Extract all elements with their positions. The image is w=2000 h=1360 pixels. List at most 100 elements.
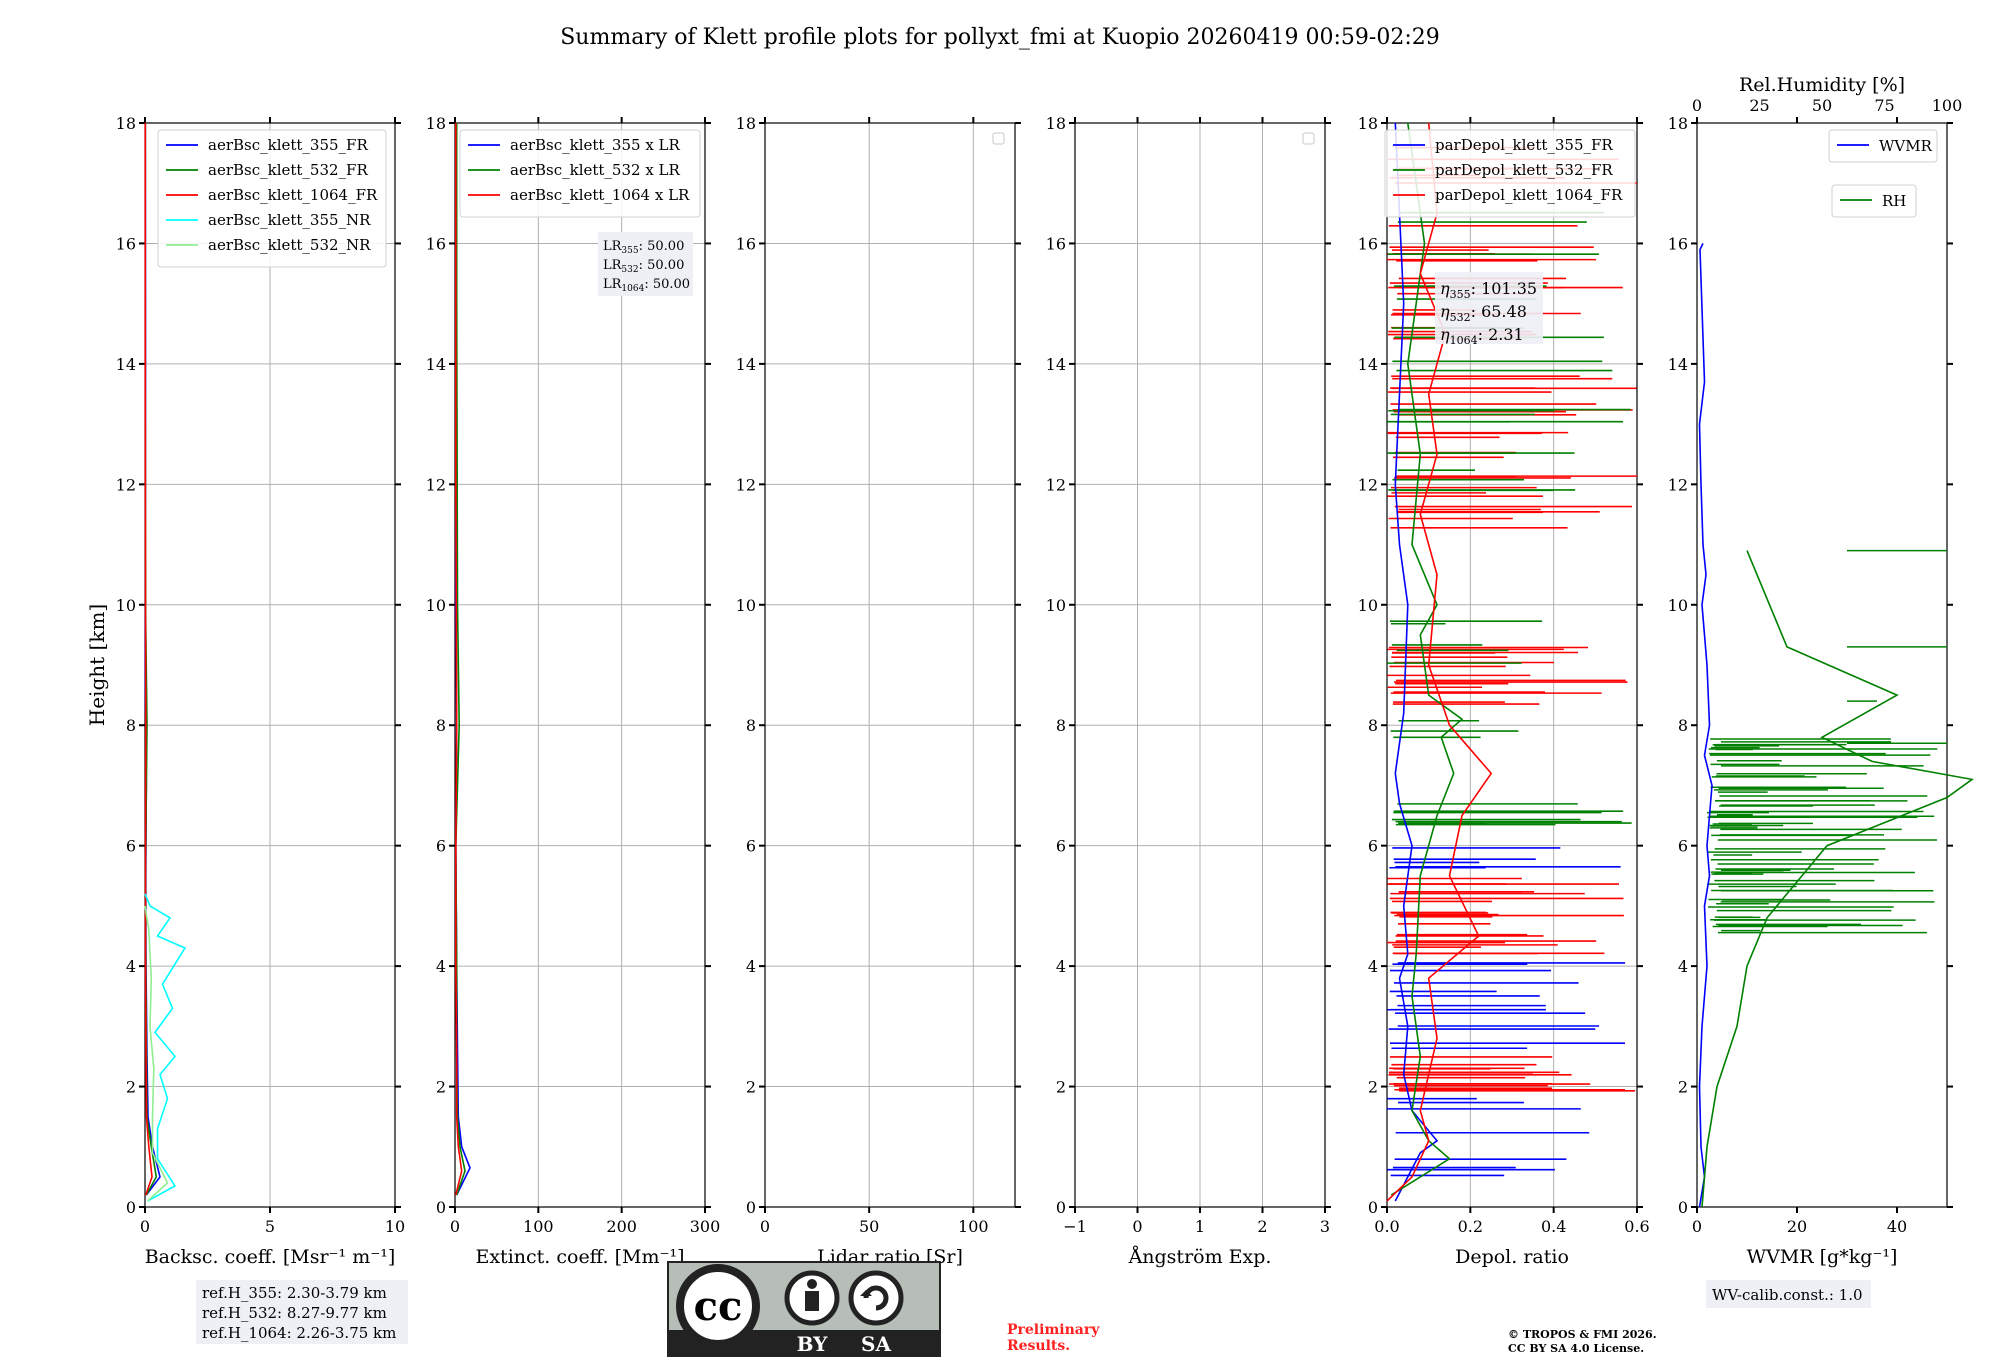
xtick-label: 0.0 (1374, 1217, 1399, 1236)
lr-annotation-line-2: LR1064: 50.00 (603, 277, 690, 294)
copyright-line1: © TROPOS & FMI 2026. (1508, 1328, 1657, 1341)
legend-frame (1384, 129, 1636, 218)
y-axis-label: Height [km] (85, 604, 109, 726)
axes-frame (454, 122, 706, 1208)
refh-1064: ref.H_1064: 2.26-3.75 km (202, 1324, 396, 1342)
legend-entry-2: aerBsc_klett_1064 x LR (510, 186, 690, 204)
cc-license-badge: cc BY SA (667, 1261, 941, 1357)
ytick-label: 12 (736, 475, 756, 494)
x-axis-label: WVMR [g*kg⁻¹] (1747, 1246, 1898, 1268)
series-line-0 (144, 122, 161, 1196)
attribution-person-icon (784, 1270, 840, 1326)
ytick-label: 18 (736, 114, 756, 133)
ytick-label: 10 (426, 596, 446, 615)
legend-entry-0: WVMR (1879, 137, 1933, 155)
series-line-2 (144, 123, 153, 1196)
ytick-label: 8 (1678, 716, 1688, 735)
ytick-label: 2 (1056, 1078, 1066, 1097)
xtick-label: 2 (1257, 1217, 1267, 1236)
ytick-label: 8 (1056, 716, 1066, 735)
ytick-label: 6 (126, 837, 136, 856)
ytick-label: 12 (1358, 475, 1378, 494)
xtick-label: −1 (1063, 1217, 1087, 1236)
refh-532: ref.H_532: 8.27-9.77 km (202, 1304, 387, 1322)
x2-axis-label: Rel.Humidity [%] (1739, 74, 1905, 96)
rh-spikes (1707, 549, 1947, 934)
xtick-label: 200 (606, 1217, 637, 1236)
preliminary-label-line1: Preliminary (1007, 1322, 1100, 1338)
ytick-label: 10 (736, 596, 756, 615)
xtick-label: 100 (523, 1217, 554, 1236)
legend-entry-2: parDepol_klett_1064_FR (1435, 186, 1623, 204)
ytick-label: 18 (116, 114, 136, 133)
ytick-label: 4 (1368, 957, 1378, 976)
share-alike-icon (848, 1270, 904, 1326)
ytick-label: 6 (1368, 837, 1378, 856)
ytick-label: 4 (1056, 957, 1066, 976)
series-line-0 (1394, 122, 1439, 1202)
eta-annotation-line-0: η355: 101.35 (1440, 279, 1537, 301)
empty-legend-box (1302, 132, 1315, 145)
legend-entry-1: aerBsc_klett_532 x LR (510, 161, 681, 179)
x-axis-label: Ångström Exp. (1128, 1246, 1272, 1268)
panel-dep: 0 2 4 6 8 10 12 14 16 18 0.0 0.2 0.4 0.6 Depol. ratio p… (1358, 114, 1650, 1268)
legend-entry-3: aerBsc_klett_355_NR (208, 211, 371, 229)
ytick-label: 10 (1668, 596, 1688, 615)
ytick-label: 2 (1368, 1078, 1378, 1097)
ytick-label: 6 (1056, 837, 1066, 856)
series-line-0 (1698, 243, 1713, 1208)
xtick-label: 50 (859, 1217, 879, 1236)
ytick-label: 4 (436, 957, 446, 976)
ytick-label: 2 (436, 1078, 446, 1097)
ytick-label: 6 (436, 837, 446, 856)
preliminary-label-line2: Results. (1007, 1338, 1070, 1354)
legend-frame (157, 129, 387, 268)
xtick-label: 0 (450, 1217, 460, 1236)
legend-entry-4: aerBsc_klett_532_NR (208, 236, 371, 254)
ytick-label: 0 (1056, 1198, 1066, 1217)
ytick-label: 16 (1358, 234, 1378, 253)
x2tick-label: 50 (1812, 96, 1832, 115)
ytick-label: 6 (1678, 837, 1688, 856)
legend-entry-2: aerBsc_klett_1064_FR (208, 186, 378, 204)
x-axis-label: Backsc. coeff. [Msr⁻¹ m⁻¹] (145, 1246, 396, 1268)
xtick-label: 0.4 (1541, 1217, 1566, 1236)
ytick-label: 12 (1668, 475, 1688, 494)
lr-annotation-box (598, 232, 693, 296)
x2tick-label: 0 (1692, 96, 1702, 115)
ytick-label: 16 (1046, 234, 1066, 253)
ytick-label: 2 (1678, 1078, 1688, 1097)
wv-calibration-text: WV-calib.const.: 1.0 (1712, 1286, 1863, 1304)
series-line-3 (144, 893, 187, 1202)
ytick-label: 14 (426, 355, 446, 374)
legend: aerBsc_klett_355_FR aerBsc_klett_532_FRae… (157, 129, 387, 268)
ytick-label: 16 (426, 234, 446, 253)
ytick-label: 10 (1358, 596, 1378, 615)
ytick-label: 0 (436, 1198, 446, 1217)
license-sa-label: SA (861, 1332, 891, 1356)
legend-frame (459, 129, 701, 218)
legend-rh: RH (1831, 184, 1917, 218)
ytick-label: 14 (1358, 355, 1378, 374)
x2tick-label: 75 (1874, 96, 1894, 115)
eta-annotation-line-2: η1064: 2.31 (1440, 325, 1524, 347)
xtick-label: 0.6 (1624, 1217, 1649, 1236)
empty-legend-box (992, 132, 1005, 145)
legend-entry-0: parDepol_klett_355_FR (1435, 136, 1613, 154)
ytick-label: 16 (736, 234, 756, 253)
ytick-label: 8 (1368, 716, 1378, 735)
legend-frame (1831, 184, 1917, 218)
axes-frame (1386, 122, 1638, 1208)
ytick-label: 12 (1046, 475, 1066, 494)
ytick-label: 0 (746, 1198, 756, 1217)
ytick-label: 0 (1368, 1198, 1378, 1217)
xtick-label: 0 (760, 1217, 770, 1236)
ytick-label: 14 (116, 355, 136, 374)
eta-annotation-box (1435, 272, 1543, 344)
xtick-label: 300 (690, 1217, 721, 1236)
ytick-label: 14 (1046, 355, 1066, 374)
ytick-label: 10 (1046, 596, 1066, 615)
xtick-label: 0.2 (1458, 1217, 1483, 1236)
